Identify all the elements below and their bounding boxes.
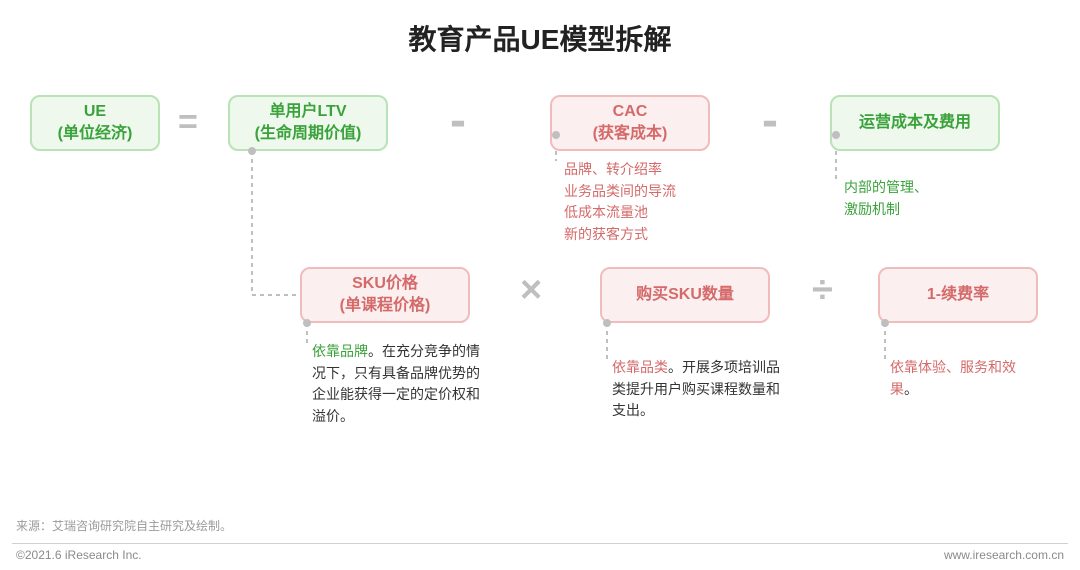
caption-qty_cap: 依靠品类。开展多项培训品类提升用户购买课程数量和支出。 — [612, 357, 782, 422]
connector-dot-4 — [603, 319, 611, 327]
connector-dot-5 — [881, 319, 889, 327]
caption-opex_cap: 内部的管理、激励机制 — [844, 177, 994, 220]
caption-cac_cap: 品牌、转介绍率业务品类间的导流低成本流量池新的获客方式 — [564, 159, 744, 246]
node-opex: 运营成本及费用 — [830, 95, 1000, 151]
footer-url: www.iresearch.com.cn — [944, 548, 1064, 562]
operator-minus1: - — [450, 97, 466, 145]
connector-dot-1 — [552, 131, 560, 139]
node-renew: 1-续费率 — [878, 267, 1038, 323]
copyright-text: ©2021.6 iResearch Inc. — [16, 548, 142, 562]
node-sku_qty: 购买SKU数量 — [600, 267, 770, 323]
node-cac: CAC(获客成本) — [550, 95, 710, 151]
page-title: 教育产品UE模型拆解 — [0, 0, 1080, 58]
source-text: 来源：艾瑞咨询研究院自主研究及绘制。 — [16, 517, 232, 534]
operator-div: ÷ — [812, 271, 833, 309]
node-sku_price: SKU价格(单课程价格) — [300, 267, 470, 323]
caption-renew_cap: 依靠体验、服务和效果。 — [890, 357, 1040, 400]
diagram-canvas: UE(单位经济) 单用户LTV(生命周期价值) CAC(获客成本) 运营成本及费用 SK… — [0, 75, 1080, 495]
operator-eq: = — [178, 105, 198, 139]
connector-dot-3 — [303, 319, 311, 327]
node-ue: UE(单位经济) — [30, 95, 160, 151]
operator-mult: × — [520, 271, 542, 309]
footer-divider — [12, 543, 1068, 544]
operator-minus2: - — [762, 97, 778, 145]
connector-dot-2 — [832, 131, 840, 139]
connector-dot-0 — [248, 147, 256, 155]
caption-price_cap: 依靠品牌。在充分竞争的情况下，只有具备品牌优势的企业能获得一定的定价权和溢价。 — [312, 341, 482, 428]
node-ltv: 单用户LTV(生命周期价值) — [228, 95, 388, 151]
